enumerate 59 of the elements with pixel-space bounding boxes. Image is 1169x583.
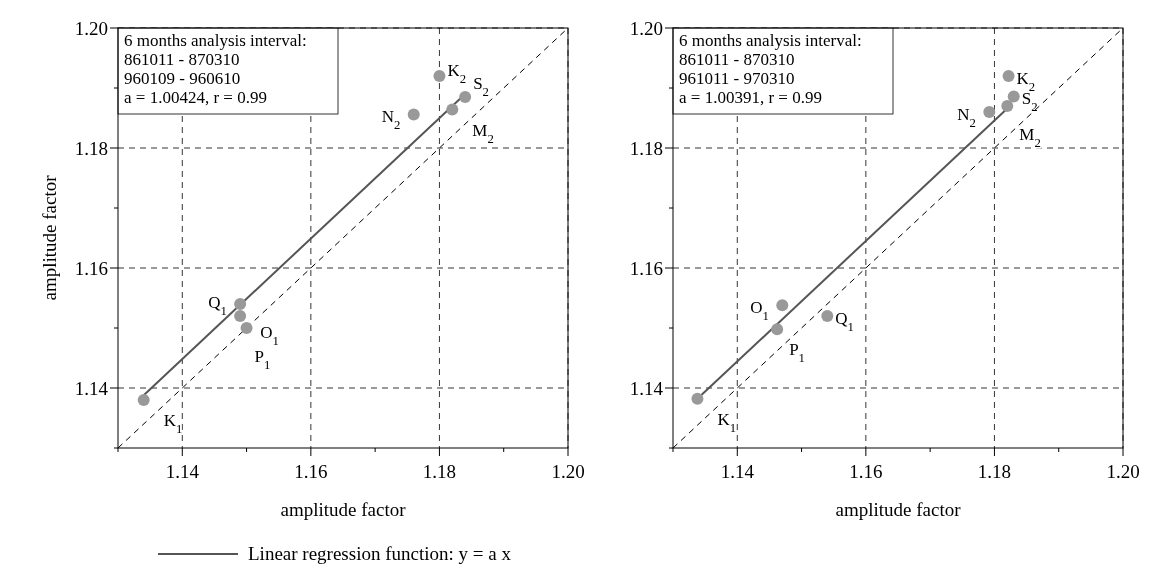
point — [1002, 70, 1015, 82]
x-axis-title: amplitude factor — [835, 499, 962, 520]
annotation: K$_{2}$ — [447, 61, 467, 86]
point — [1001, 100, 1014, 112]
annotation: O$_{1}$ — [260, 323, 279, 348]
annotation: N$_{2}$ — [957, 105, 976, 130]
annotation: 960109 - 960610 — [124, 69, 241, 88]
annotation: Q$_{1}$ — [208, 293, 227, 318]
annotation: K$_{1}$ — [163, 411, 183, 436]
annotation: S$_{2}$ — [473, 74, 489, 99]
annotation: Q$_{1}$ — [835, 309, 854, 334]
x-tick-label: 1.16 — [294, 461, 328, 482]
annotation: K$_{2}$ — [1016, 69, 1036, 94]
annotation: O$_{1}$ — [750, 298, 769, 324]
annotation: a = 1.00424, r = 0.99 — [124, 88, 267, 107]
annotation: 861011 - 870310 — [124, 50, 240, 69]
annotation: K$_{1}$ — [717, 409, 737, 435]
y-tick-label: 1.20 — [629, 17, 663, 39]
y-tick-label: 1.20 — [74, 17, 108, 39]
point — [821, 310, 834, 322]
x-tick-label: 1.18 — [422, 461, 457, 482]
y-tick-label: 1.14 — [629, 377, 664, 399]
point — [234, 310, 247, 322]
y-tick-label: 1.18 — [74, 137, 108, 159]
annotation: a = 1.00391, r = 0.99 — [679, 88, 822, 107]
x-tick-label: 1.16 — [849, 461, 883, 482]
x-tick-label: 1.18 — [977, 461, 1012, 482]
point — [407, 108, 420, 121]
point — [240, 322, 253, 334]
x-tick-label: 1.20 — [1106, 461, 1140, 482]
y-tick-label: 1.14 — [74, 377, 109, 399]
point — [446, 103, 459, 116]
y-tick-label: 1.18 — [629, 137, 663, 159]
point — [433, 70, 446, 82]
annotation: M$_{2}$ — [1019, 125, 1041, 150]
annotation: P$_{1}$ — [254, 347, 271, 372]
legend-label: Linear regression function: y = a x — [248, 543, 512, 564]
y-tick-label: 1.16 — [629, 257, 663, 279]
point — [983, 106, 996, 118]
point — [771, 323, 784, 336]
annotation: P$_{1}$ — [789, 340, 805, 366]
x-tick-label: 1.14 — [165, 461, 200, 482]
y-axis-title: amplitude factor — [39, 174, 60, 301]
annotation: 6 months analysis interval: — [679, 31, 862, 50]
annotation: 861011 - 870310 — [679, 50, 795, 69]
annotation: 6 months analysis interval: — [124, 31, 307, 50]
annotation: M$_{2}$ — [472, 120, 494, 146]
point — [459, 91, 472, 103]
point — [1007, 90, 1020, 103]
y-tick-label: 1.16 — [74, 257, 108, 279]
point — [137, 394, 150, 406]
point — [691, 392, 704, 405]
annotation: 961011 - 970310 — [679, 69, 795, 88]
x-axis-title: amplitude factor — [280, 499, 407, 520]
point — [776, 299, 789, 312]
point — [234, 298, 247, 310]
x-tick-label: 1.20 — [551, 461, 585, 482]
annotation: N$_{2}$ — [381, 107, 401, 133]
x-tick-label: 1.14 — [720, 461, 755, 482]
